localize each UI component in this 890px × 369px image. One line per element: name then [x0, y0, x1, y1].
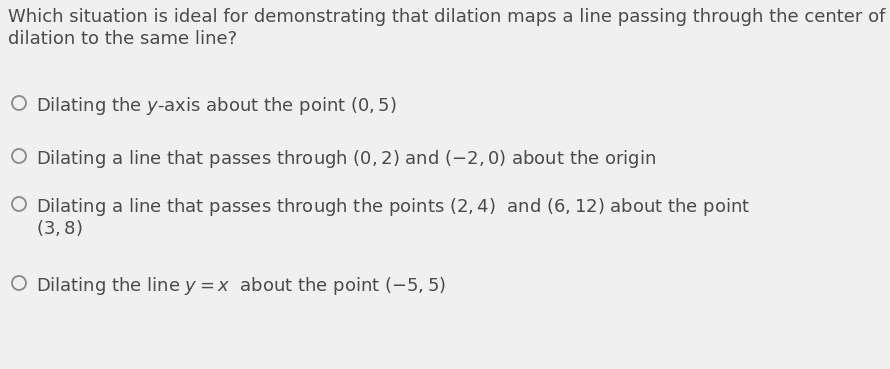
Text: Dilating the $y$-axis about the point $(0, 5)$: Dilating the $y$-axis about the point $(… — [36, 95, 397, 117]
Text: Dilating the line $y = x$  about the point $(-5, 5)$: Dilating the line $y = x$ about the poin… — [36, 275, 446, 297]
Text: Which situation is ideal for demonstrating that dilation maps a line passing thr: Which situation is ideal for demonstrati… — [8, 8, 886, 26]
Circle shape — [12, 96, 26, 110]
Circle shape — [12, 149, 26, 163]
Text: Dilating a line that passes through the points $(2, 4)$  and $(6, 12)$ about the: Dilating a line that passes through the … — [36, 196, 750, 218]
Text: Dilating a line that passes through $(0, 2)$ and $(-2, 0)$ about the origin: Dilating a line that passes through $(0,… — [36, 148, 656, 170]
Text: $(3, 8)$: $(3, 8)$ — [36, 218, 83, 238]
Circle shape — [12, 276, 26, 290]
Circle shape — [12, 197, 26, 211]
Text: dilation to the same line?: dilation to the same line? — [8, 30, 237, 48]
